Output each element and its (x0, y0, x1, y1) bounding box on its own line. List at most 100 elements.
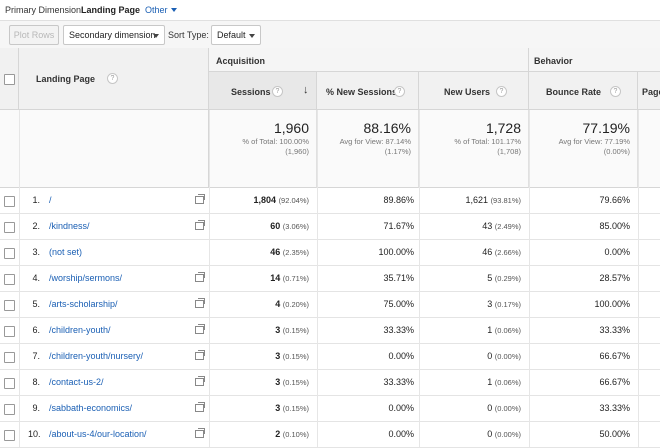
plot-rows-button[interactable]: Plot Rows (9, 25, 59, 45)
row-checkbox[interactable] (4, 430, 15, 441)
open-page-icon[interactable] (195, 402, 205, 412)
row-number: 3. (32, 247, 40, 257)
sessions-cell: 3 (0.15%) (209, 318, 317, 343)
totals-spacer (0, 110, 209, 188)
column-divider (419, 110, 420, 447)
help-icon[interactable]: ? (394, 86, 405, 97)
table-row: 4. /worship/sermons/ 14 (0.71%) 35.71% 5… (0, 266, 660, 292)
new-sessions-cell: 71.67% (383, 221, 414, 231)
landing-page-link[interactable]: /arts-scholarship/ (49, 299, 118, 309)
landing-page-link[interactable]: (not set) (49, 247, 83, 257)
new-users-value: 1 (487, 377, 493, 387)
landing-page-link[interactable]: /contact-us-2/ (49, 377, 104, 387)
behavior-label: Behavior (534, 56, 573, 66)
open-page-icon[interactable] (195, 376, 205, 386)
row-checkbox[interactable] (4, 222, 15, 233)
sort-descending-icon[interactable]: ↓ (303, 84, 309, 96)
row-checkbox[interactable] (4, 352, 15, 363)
bounce-rate-header-label: Bounce Rate (546, 87, 602, 97)
totals-bounce-rate-line2: (0.00%) (603, 147, 630, 156)
open-page-icon[interactable] (195, 220, 205, 230)
new-users-pct: (2.66%) (494, 248, 521, 257)
row-checkbox[interactable] (4, 404, 15, 415)
new-users-pct: (93.81%) (490, 196, 521, 205)
other-dimension-label[interactable]: Other (145, 5, 168, 15)
sessions-value: 14 (270, 273, 281, 283)
help-icon[interactable]: ? (496, 86, 507, 97)
new-users-value: 5 (487, 273, 493, 283)
column-divider (19, 110, 20, 447)
totals-pages (638, 110, 660, 188)
open-page-icon[interactable] (195, 194, 205, 204)
new-sessions-header[interactable]: % New Sessions ? (317, 72, 419, 110)
new-users-value: 3 (487, 299, 493, 309)
new-users-pct: (2.49%) (494, 222, 521, 231)
new-users-pct: (0.06%) (494, 326, 521, 335)
sessions-value: 1,804 (253, 195, 277, 205)
totals-new-sessions-line2: (1.17%) (384, 147, 411, 156)
help-icon[interactable]: ? (272, 86, 283, 97)
landing-page-link[interactable]: /about-us-4/our-location/ (49, 429, 147, 439)
row-checkbox[interactable] (4, 274, 15, 285)
sessions-value: 4 (275, 299, 281, 309)
row-checkbox[interactable] (4, 248, 15, 259)
select-all-checkbox[interactable] (4, 74, 15, 85)
new-users-value: 0 (487, 429, 493, 439)
sort-type-label: Sort Type: (168, 30, 209, 40)
sessions-header[interactable]: Sessions ? ↓ (209, 72, 317, 110)
help-icon[interactable]: ? (107, 73, 118, 84)
open-page-icon[interactable] (195, 298, 205, 308)
sessions-pct: (0.15%) (282, 404, 309, 413)
primary-dimension-label: Primary Dimension: (5, 5, 84, 15)
open-page-icon[interactable] (195, 428, 205, 438)
open-page-icon[interactable] (195, 350, 205, 360)
sort-type-value: Default (217, 30, 246, 40)
secondary-dimension-label: Secondary dimension (69, 30, 156, 40)
new-users-cell: 5 (0.29%) (419, 266, 529, 291)
landing-page-header-label: Landing Page (36, 74, 96, 84)
landing-page-link[interactable]: /children-youth/nursery/ (49, 351, 144, 361)
row-checkbox[interactable] (4, 300, 15, 311)
landing-page-header[interactable]: Landing Page? (19, 48, 209, 110)
current-dimension[interactable]: Landing Page (81, 5, 141, 15)
sessions-value: 60 (270, 221, 281, 231)
sessions-pct: (2.35%) (282, 248, 309, 257)
landing-page-link[interactable]: /sabbath-economics/ (49, 403, 133, 413)
landing-page-link[interactable]: /worship/sermons/ (49, 273, 123, 283)
row-checkbox[interactable] (4, 378, 15, 389)
open-page-icon[interactable] (195, 324, 205, 334)
new-users-cell: 0 (0.00%) (419, 344, 529, 369)
row-number: 9. (32, 403, 40, 413)
totals-new-sessions-value: 88.16% (363, 120, 411, 136)
new-users-header[interactable]: New Users ? (419, 72, 529, 110)
sessions-cell: 60 (3.06%) (209, 214, 317, 239)
row-checkbox[interactable] (4, 326, 15, 337)
other-dimension-link[interactable]: Other (145, 0, 177, 20)
sessions-pct: (3.06%) (282, 222, 309, 231)
help-icon[interactable]: ? (610, 86, 621, 97)
acquisition-label: Acquisition (216, 56, 265, 66)
totals-sessions: 1,960 % of Total: 100.00% (1,960) (209, 110, 317, 188)
row-checkbox[interactable] (4, 196, 15, 207)
sessions-cell: 1,804 (92.04%) (209, 188, 317, 213)
pages-per-session-header[interactable]: Page (638, 72, 660, 110)
acquisition-group-header: Acquisition (209, 48, 529, 72)
open-page-icon[interactable] (195, 272, 205, 282)
sort-type-dropdown[interactable]: Default (211, 25, 261, 45)
landing-page-link[interactable]: /children-youth/ (49, 325, 111, 335)
row-number: 6. (32, 325, 40, 335)
sessions-cell: 3 (0.15%) (209, 344, 317, 369)
bounce-rate-cell: 28.57% (599, 273, 630, 283)
new-users-value: 46 (482, 247, 493, 257)
column-divider (529, 110, 530, 447)
pages-header-label: Page (642, 87, 660, 97)
new-users-cell: 1 (0.06%) (419, 370, 529, 395)
bounce-rate-header[interactable]: Bounce Rate ? (529, 72, 638, 110)
totals-new-users-value: 1,728 (485, 120, 521, 136)
landing-page-link[interactable]: /kindness/ (49, 221, 90, 231)
secondary-dimension-dropdown[interactable]: Secondary dimension (63, 25, 165, 45)
table-row: 9. /sabbath-economics/ 3 (0.15%) 0.00% 0… (0, 396, 660, 422)
landing-page-link[interactable]: / (49, 195, 52, 205)
totals-row: 1,960 % of Total: 100.00% (1,960) 88.16%… (0, 110, 660, 188)
new-users-cell: 0 (0.00%) (419, 422, 529, 447)
